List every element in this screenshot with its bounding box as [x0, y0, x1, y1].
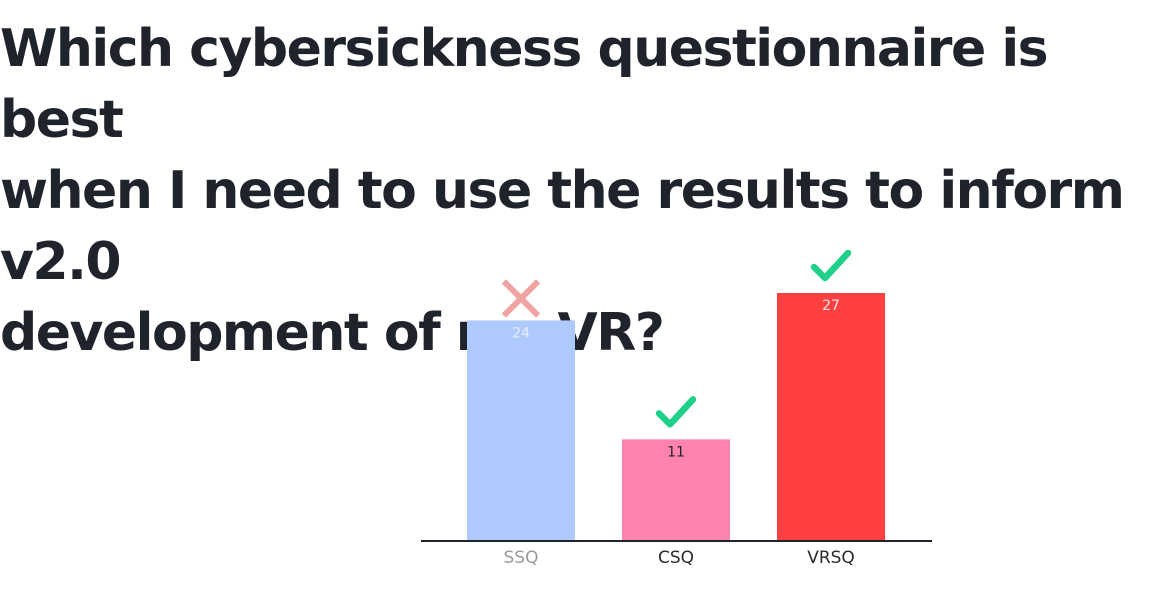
value-label-csq: 11 [667, 444, 685, 460]
value-label-ssq: 24 [512, 325, 530, 341]
bars-layer: 24 SSQ 11 CSQ 27 VRSQ [467, 249, 885, 568]
question-title: Which cybersickness questionnaire is bes… [0, 14, 1150, 369]
cross-icon-ssq [501, 279, 541, 318]
check-icon-vrsq [810, 249, 852, 282]
question-line-1: Which cybersickness questionnaire is bes… [0, 19, 1049, 150]
check-icon-csq [655, 396, 697, 428]
bar-vrsq [777, 293, 885, 540]
tick-label-csq: CSQ [658, 548, 694, 568]
question-line-2: when I need to use the results to inform… [0, 161, 1125, 292]
tick-label-ssq: SSQ [504, 548, 539, 568]
value-label-vrsq: 27 [822, 298, 840, 314]
bar-ssq [467, 320, 575, 540]
bar-csq [622, 439, 730, 540]
tick-label-vrsq: VRSQ [807, 548, 855, 568]
